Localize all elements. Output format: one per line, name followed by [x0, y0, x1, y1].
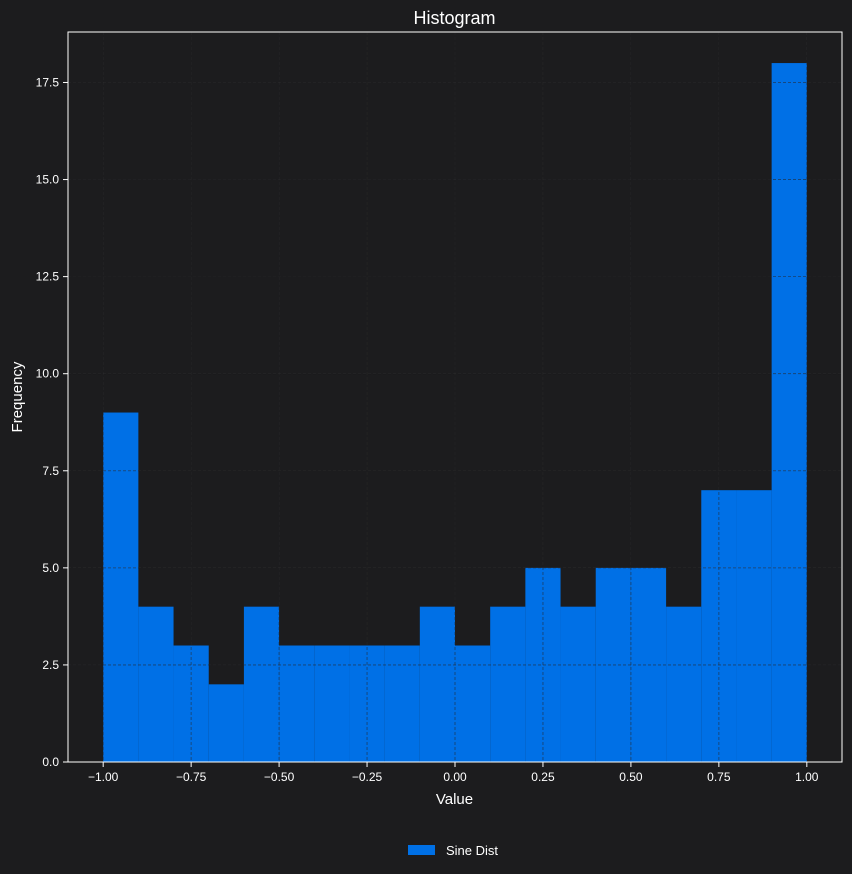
y-tick-label: 12.5 — [36, 270, 60, 284]
y-tick-label: 5.0 — [42, 561, 59, 575]
histogram-bar — [666, 606, 702, 762]
histogram-bar — [243, 606, 280, 762]
histogram-bar — [279, 645, 315, 762]
x-tick-label: 1.00 — [795, 770, 819, 784]
histogram-bar — [384, 645, 420, 762]
x-tick-label: −1.00 — [88, 770, 119, 784]
histogram-bar — [419, 606, 455, 762]
x-tick-label: 0.75 — [707, 770, 731, 784]
x-axis-title: Value — [436, 791, 473, 808]
histogram-bar — [103, 412, 139, 762]
x-tick-label: −0.25 — [352, 770, 383, 784]
x-tick-label: 0.25 — [531, 770, 555, 784]
histogram-bar — [138, 606, 174, 762]
histogram-bar — [701, 490, 737, 762]
legend-swatch — [408, 845, 435, 855]
histogram-bar — [736, 490, 772, 762]
histogram-bar — [208, 684, 244, 762]
x-tick-label: 0.50 — [619, 770, 643, 784]
x-ticks: −1.00 −0.75 −0.50 −0.25 0.00 0.25 0.50 0.75 1.00 — [88, 762, 819, 784]
y-ticks: 0.0 2.5 5.0 7.5 10.0 12.5 15.0 17.5 — [36, 75, 68, 769]
y-tick-label: 2.5 — [42, 658, 59, 672]
y-tick-label: 7.5 — [42, 464, 59, 478]
x-tick-label: 0.00 — [443, 770, 467, 784]
histogram-bar — [314, 645, 350, 762]
x-tick-label: −0.75 — [176, 770, 207, 784]
y-tick-label: 10.0 — [36, 367, 60, 381]
chart-title: Histogram — [413, 8, 495, 28]
histogram-bar — [560, 606, 596, 762]
histogram-bar — [490, 606, 526, 762]
legend-label: Sine Dist — [446, 843, 498, 858]
y-axis-title: Frequency — [9, 361, 26, 432]
grid-layer — [68, 32, 842, 763]
y-tick-label: 15.0 — [36, 173, 60, 187]
histogram-bar — [771, 63, 807, 762]
x-tick-label: −0.50 — [264, 770, 295, 784]
y-tick-label: 17.5 — [36, 75, 60, 89]
legend: Sine Dist — [408, 843, 498, 858]
y-tick-label: 0.0 — [42, 755, 59, 769]
histogram-bar — [455, 645, 491, 762]
